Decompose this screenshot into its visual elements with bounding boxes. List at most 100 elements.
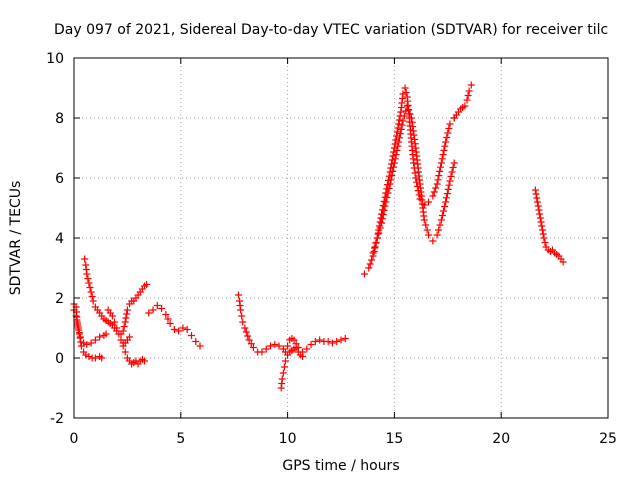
data-point (464, 92, 472, 99)
axis-ticks: 0 5 10 15 20 25 -2 0 2 4 6 8 10 (46, 51, 617, 447)
x-tick-label: 15 (385, 431, 403, 447)
data-point (446, 177, 454, 185)
data-point (437, 163, 445, 171)
data-point (244, 332, 252, 340)
data-point (435, 226, 443, 234)
data-point (439, 151, 447, 159)
data-point (179, 324, 187, 332)
data-point (411, 140, 419, 148)
data-point (395, 138, 403, 146)
data-point (126, 333, 134, 341)
data-point (411, 169, 419, 177)
data-point (378, 215, 386, 223)
data-point (365, 264, 373, 272)
data-point (113, 324, 121, 332)
data-point (399, 90, 407, 98)
data-point (403, 102, 411, 110)
data-point (91, 354, 99, 362)
data-point (337, 336, 345, 344)
data-point (430, 188, 438, 196)
data-point (539, 230, 547, 238)
data-point (438, 212, 446, 219)
data-point (239, 318, 247, 326)
data-point (360, 270, 368, 278)
data-point (299, 348, 307, 356)
data-point (369, 249, 377, 257)
y-tick-label: 10 (46, 51, 64, 67)
data-point (437, 159, 445, 167)
y-axis-label: SDTVAR / TECUs (8, 181, 24, 296)
data-point (96, 333, 104, 341)
data-point (447, 173, 455, 180)
data-point (119, 327, 127, 335)
chart-title: Day 097 of 2021, Sidereal Day-to-day VTE… (54, 22, 608, 38)
data-point (121, 348, 129, 356)
data-point (328, 339, 336, 347)
data-point (446, 120, 454, 128)
data-point (398, 121, 406, 129)
data-point (448, 168, 456, 176)
data-point (85, 279, 93, 287)
data-point (370, 244, 378, 252)
data-point (400, 112, 408, 120)
data-point (380, 206, 388, 214)
data-point (395, 116, 403, 124)
data-point (192, 338, 200, 345)
data-point (108, 312, 116, 320)
data-point (82, 351, 90, 359)
data-point (74, 320, 82, 328)
data-point (441, 203, 449, 210)
data-point (123, 306, 131, 314)
data-point (536, 214, 544, 222)
data-point (241, 324, 249, 332)
data-points (70, 81, 567, 392)
data-point (461, 102, 469, 110)
data-point (376, 224, 384, 232)
x-tick-label: 20 (492, 431, 510, 447)
data-point (196, 342, 204, 350)
data-point (465, 87, 473, 95)
data-point (316, 336, 324, 344)
x-tick-label: 25 (599, 431, 617, 447)
data-point (395, 120, 403, 128)
data-point (442, 138, 450, 146)
data-point (242, 328, 250, 336)
data-point (432, 184, 440, 192)
data-point (407, 114, 415, 122)
data-point (534, 202, 542, 210)
data-point (425, 198, 433, 206)
data-point (437, 216, 445, 224)
x-axis-label: GPS time / hours (282, 458, 399, 474)
data-point (102, 330, 110, 338)
data-point (433, 180, 441, 188)
data-point (402, 89, 410, 96)
data-point (410, 131, 418, 139)
data-point (87, 288, 95, 296)
data-point (440, 207, 448, 215)
y-tick-label: 4 (55, 231, 64, 247)
data-point (394, 142, 402, 150)
data-point (83, 341, 91, 348)
data-point (467, 81, 475, 89)
data-point (290, 336, 298, 344)
data-point (80, 339, 88, 347)
data-point (538, 226, 546, 234)
data-point (531, 186, 539, 194)
data-point (443, 190, 451, 198)
data-point (278, 375, 286, 383)
data-point (389, 167, 397, 175)
data-point (394, 124, 402, 132)
data-point (234, 291, 242, 299)
data-point (237, 306, 245, 314)
data-point (267, 342, 275, 350)
data-point (393, 128, 401, 136)
data-point (281, 357, 289, 365)
y-tick-label: -2 (50, 411, 64, 427)
data-point (311, 338, 319, 345)
data-point (122, 314, 130, 322)
data-point (84, 275, 92, 282)
data-point (75, 329, 83, 336)
data-point (449, 164, 457, 171)
data-point (149, 306, 157, 314)
